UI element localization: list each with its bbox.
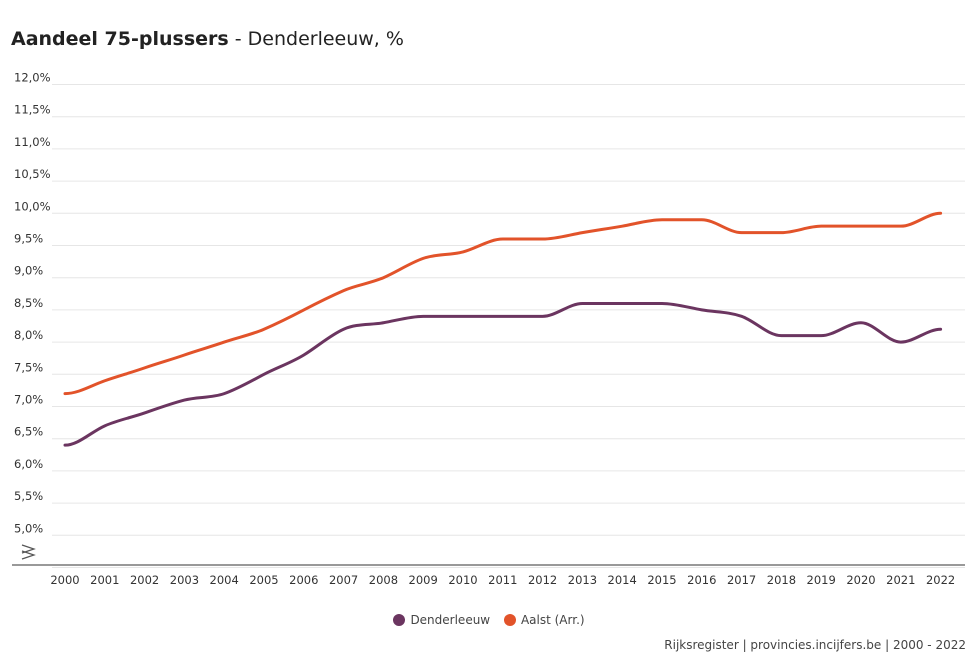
chart-title-separator: -	[228, 28, 248, 50]
chart-title-sub: Denderleeuw, %	[247, 28, 404, 50]
x-tick-label: 2015	[647, 573, 676, 587]
legend-item-denderleeuw[interactable]: Denderleeuw	[393, 613, 490, 627]
axis-break-icon	[21, 544, 36, 560]
y-tick-label: 5,5%	[14, 489, 43, 503]
x-tick-label: 2003	[170, 573, 199, 587]
x-tick-label: 2020	[846, 573, 875, 587]
legend-label-aalst: Aalst (Arr.)	[520, 613, 585, 627]
x-tick-label: 2007	[329, 573, 358, 587]
y-tick-label: 12,0%	[14, 71, 51, 85]
line-chart: 12,0% 11,5% 11,0% 10,5% 10,0% 9,5% 9,0% 8,5% 8,0…	[12, 71, 965, 587]
y-tick-label: 8,5%	[14, 296, 43, 310]
chart-title: Aandeel 75-plussers - Denderleeuw, %	[11, 28, 404, 50]
x-tick-label: 2012	[528, 573, 557, 587]
y-tick-label: 5,0%	[14, 521, 43, 535]
series-line-denderleeuw	[63, 301, 943, 447]
y-tick-label: 11,5%	[14, 103, 51, 117]
source-note: Rijksregister | provincies.incijfers.be …	[664, 638, 966, 652]
y-tick-label: 9,5%	[14, 232, 43, 246]
x-tick-label: 2005	[249, 573, 278, 587]
x-tick-label: 2009	[409, 573, 438, 587]
legend-marker-aalst	[503, 614, 516, 626]
legend-item-aalst[interactable]: Aalst (Arr.)	[503, 613, 585, 627]
series-line-aalst	[63, 211, 943, 396]
x-tick-label: 2017	[727, 573, 756, 587]
x-tick-label: 2013	[568, 573, 597, 587]
x-tick-label: 2014	[608, 573, 637, 587]
y-tick-label: 6,0%	[14, 457, 43, 471]
y-tick-label: 11,0%	[14, 135, 51, 149]
x-tick-label: 2016	[687, 573, 716, 587]
y-tick-label: 8,0%	[14, 328, 43, 342]
x-tick-label: 2021	[886, 573, 915, 587]
legend-label-denderleeuw: Denderleeuw	[410, 613, 491, 627]
x-tick-label: 2004	[210, 573, 239, 587]
y-tick-label: 10,5%	[14, 167, 51, 181]
x-tick-label: 2000	[50, 573, 79, 587]
x-tick-label: 2022	[926, 573, 955, 587]
y-tick-label: 7,0%	[14, 393, 43, 407]
x-tick-label: 2019	[807, 573, 836, 587]
x-tick-label: 2008	[369, 573, 398, 587]
y-tick-label: 7,5%	[14, 360, 43, 374]
x-tick-label: 2006	[289, 573, 318, 587]
x-tick-label: 2002	[130, 573, 159, 587]
chart-title-main: Aandeel 75-plussers	[11, 28, 229, 50]
y-tick-label: 9,0%	[14, 264, 43, 278]
x-tick-label: 2011	[488, 573, 517, 587]
x-tick-label: 2001	[90, 573, 119, 587]
legend-marker-denderleeuw	[393, 614, 406, 626]
y-tick-label: 6,5%	[14, 425, 43, 439]
legend: Denderleeuw Aalst (Arr.)	[0, 613, 978, 629]
y-tick-label: 10,0%	[14, 199, 51, 213]
x-tick-label: 2018	[767, 573, 796, 587]
x-tick-label: 2010	[448, 573, 477, 587]
